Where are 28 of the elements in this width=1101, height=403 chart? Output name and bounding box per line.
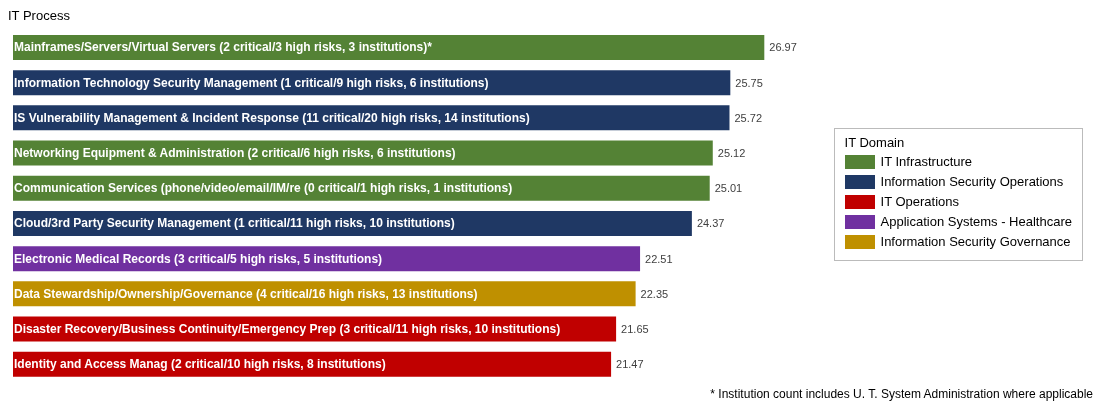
y-tick-label: Electronic Medical Records (3 critical/5 high risks, 5 institutions): [14, 251, 383, 266]
y-tick-label: Networking Equipment & Administration (2 critical/6 high risks, 6 institutions): [14, 146, 456, 161]
y-tick-label: Data Stewardship/Ownership/Governance (4 critical/16 high risks, 13 institutions): [14, 286, 478, 301]
data-label: 25.12: [717, 146, 746, 159]
legend-label: IT Operations: [880, 194, 960, 209]
data-label: 21.47: [616, 358, 644, 371]
data-label: 26.97: [769, 41, 797, 54]
data-label: 25.01: [714, 182, 743, 195]
data-label: 24.37: [696, 217, 725, 230]
y-tick-label: Identity and Access Manag (2 critical/10 high risks, 8 institutions): [14, 357, 386, 372]
y-tick-label: Information Technology Security Management (1 critical/9 high risks, 6 institutions): [14, 75, 489, 90]
y-tick-label: Mainframes/Servers/Virtual Servers (2 critical/3 high risks, 3 institutions)*: [14, 40, 433, 55]
text: * Institution count includes U. T. System Administration where applicable: [710, 387, 1093, 401]
y-tick-label: Cloud/3rd Party Security Management (1 critical/11 high risks, 10 institutions): [14, 216, 455, 231]
data-label: 25.72: [734, 111, 763, 124]
legend-label: Information Security Operations: [880, 174, 1064, 189]
data-label: 22.35: [640, 287, 669, 300]
y-tick-label: Communication Services (phone/video/email/IM/re (0 critical/1 high risks, 1 institutions): [14, 181, 513, 196]
y-tick-label: IS Vulnerability Management & Incident Response (11 critical/20 high risks, 14 institutions): [14, 110, 530, 125]
data-label: 22.51: [645, 252, 673, 265]
legend-label: IT Infrastructure: [880, 154, 973, 169]
data-label: 21.65: [621, 322, 649, 335]
legend-title: IT Domain: [844, 135, 906, 150]
data-label: 25.75: [735, 76, 763, 89]
y-tick-label: Disaster Recovery/Business Continuity/Emergency Prep (3 critical/11 high risks, 10 institutions): [14, 322, 561, 337]
legend-label: Information Security Governance: [880, 234, 1071, 249]
y-axis-title: IT Process: [8, 8, 71, 25]
legend-label: Application Systems - Healthcare: [880, 214, 1072, 229]
